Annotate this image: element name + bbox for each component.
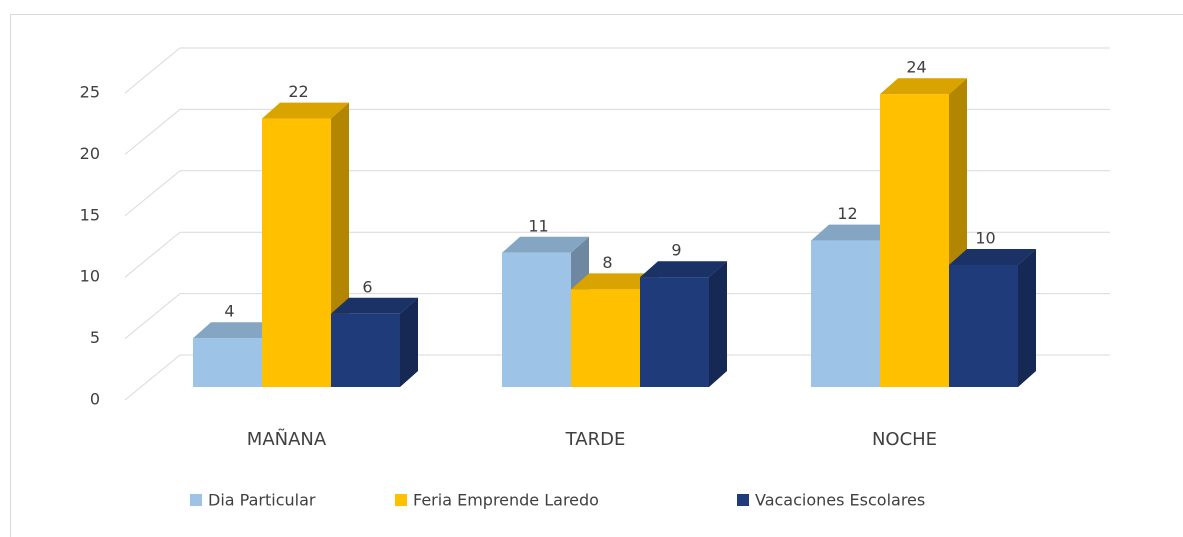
bar-side xyxy=(1018,249,1036,387)
bar xyxy=(640,277,709,387)
grid-line xyxy=(124,108,1110,155)
bar xyxy=(262,118,331,387)
y-tick-label: 10 xyxy=(80,267,100,286)
y-tick-label: 5 xyxy=(90,328,100,347)
grid-line xyxy=(124,170,1110,217)
bar-top-shade xyxy=(949,249,1036,265)
legend-label: Feria Emprende Laredo xyxy=(413,491,599,510)
grid-line xyxy=(124,47,1110,94)
bar xyxy=(880,94,949,387)
bar-top xyxy=(811,224,898,241)
bar xyxy=(193,338,262,387)
x-tick-label: TARDE xyxy=(565,429,626,450)
data-label: 10 xyxy=(975,229,995,248)
y-tick-label: 0 xyxy=(90,390,100,409)
bar-side-shade xyxy=(709,261,727,387)
x-tick-label: NOCHE xyxy=(872,429,937,450)
bar-top-shade xyxy=(502,236,589,253)
x-tick-label: MAÑANA xyxy=(247,428,327,450)
bar xyxy=(331,313,400,387)
legend-swatch xyxy=(737,494,749,506)
bar-top xyxy=(640,261,727,278)
chart-border xyxy=(10,14,1183,537)
bar-top-shade xyxy=(811,224,898,241)
y-tick-label: 15 xyxy=(80,205,100,224)
bar-top-shade xyxy=(262,102,349,119)
bar-top xyxy=(262,102,349,119)
bar-top-shade xyxy=(640,261,727,278)
bar-top xyxy=(949,249,1036,265)
bar-top-shade xyxy=(193,322,280,339)
legend-swatch xyxy=(190,494,202,506)
bar xyxy=(949,265,1018,387)
data-label: 12 xyxy=(837,204,857,223)
bar-side xyxy=(400,297,418,387)
data-label: 11 xyxy=(528,216,548,235)
data-label: 9 xyxy=(671,241,681,260)
grid-line xyxy=(124,231,1110,278)
y-tick-label: 20 xyxy=(80,144,100,163)
bar-top xyxy=(880,78,967,95)
bar xyxy=(502,252,571,387)
bar-side-shade xyxy=(1018,249,1036,387)
bar-top xyxy=(502,236,589,253)
bar-top-shade xyxy=(331,297,418,314)
bar-side xyxy=(709,261,727,387)
bar-top xyxy=(571,273,658,290)
bar-top xyxy=(331,297,418,314)
bar-top-shade xyxy=(571,273,658,290)
bar-top-shade xyxy=(880,78,967,95)
data-label: 8 xyxy=(602,253,612,272)
bar xyxy=(571,289,640,387)
bar-side-shade xyxy=(400,297,418,387)
data-label: 4 xyxy=(224,302,234,321)
data-label: 24 xyxy=(906,58,926,77)
grid-line xyxy=(124,354,1110,401)
y-tick-label: 25 xyxy=(80,83,100,102)
bar-top xyxy=(193,322,280,339)
legend-label: Dia Particular xyxy=(208,491,316,510)
data-label: 6 xyxy=(362,277,372,296)
grid-line xyxy=(124,293,1110,339)
legend-label: Vacaciones Escolares xyxy=(755,491,925,510)
legend-swatch xyxy=(395,494,407,506)
data-label: 22 xyxy=(288,82,308,101)
bar xyxy=(811,240,880,387)
